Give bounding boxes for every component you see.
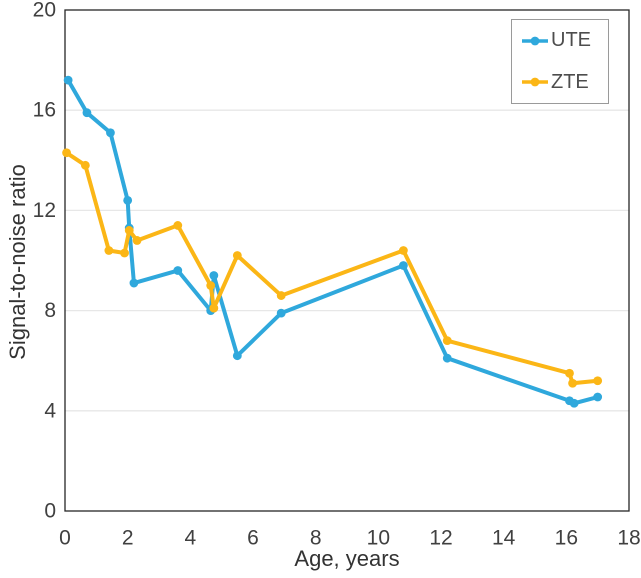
ute-point: [399, 261, 408, 270]
zte-point: [80, 160, 90, 170]
legend-item-zte: ZTE: [521, 71, 608, 94]
x-tick-label: 8: [310, 527, 322, 550]
zte-point: [399, 246, 408, 255]
zte-point: [276, 291, 286, 300]
ute-point: [82, 108, 92, 118]
zte-point: [120, 248, 129, 258]
legend: UTE ZTE: [511, 19, 609, 104]
zte-point: [209, 303, 219, 313]
zte-point: [593, 376, 603, 386]
x-tick-label: 16: [555, 527, 578, 550]
ute-point: [276, 308, 286, 318]
y-tick-label: 16: [33, 99, 56, 122]
legend-label-zte: ZTE: [551, 70, 589, 93]
legend-label-ute: UTE: [551, 29, 591, 52]
zte-point: [124, 226, 134, 235]
ute-point: [63, 75, 73, 85]
y-tick-label: 8: [44, 299, 56, 322]
x-tick-label: 10: [367, 527, 390, 550]
ute-point: [123, 195, 133, 205]
zte-line: [64, 150, 600, 386]
zte-point: [104, 246, 114, 255]
zte-point: [132, 236, 142, 245]
y-tick-label: 0: [44, 500, 56, 523]
ute-point: [593, 392, 603, 402]
zte-point: [232, 251, 242, 260]
x-tick-label: 12: [429, 527, 452, 550]
x-axis-title: Age, years: [294, 546, 400, 571]
ute-point: [232, 351, 242, 361]
zte-point: [173, 221, 183, 230]
zte-point: [206, 281, 216, 290]
ute-point: [129, 278, 139, 288]
y-tick-label: 20: [33, 0, 56, 22]
y-tick-label: 4: [44, 399, 56, 422]
ute-line-marker-icon: [522, 36, 548, 46]
ute-point: [173, 266, 183, 275]
ute-point: [106, 128, 115, 138]
plot-frame: [64, 9, 630, 512]
legend-item-ute: UTE: [521, 29, 608, 52]
x-tick-label: 4: [184, 527, 196, 550]
y-axis-title: Signal-to-noise ratio: [5, 164, 30, 360]
ute-point: [209, 271, 219, 280]
x-tick-label: 0: [59, 527, 71, 550]
x-tick-label: 6: [247, 527, 259, 550]
ute-point: [569, 398, 579, 408]
ute-line: [66, 78, 600, 406]
x-tick-label: 14: [492, 527, 516, 550]
x-tick-label: 2: [122, 527, 134, 550]
ute-point: [442, 353, 452, 363]
zte-point: [62, 148, 71, 158]
zte-line-marker-icon: [522, 77, 548, 87]
zte-point: [565, 368, 574, 378]
zte-point: [568, 378, 577, 388]
y-tick-label: 12: [33, 199, 56, 222]
x-tick-label: 18: [617, 527, 640, 550]
zte-point: [442, 336, 452, 346]
